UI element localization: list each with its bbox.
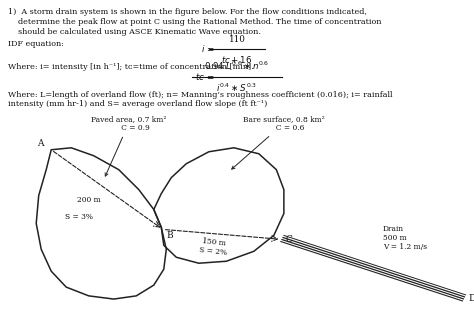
Text: 200 m: 200 m [77, 196, 100, 203]
Text: D: D [468, 294, 474, 303]
Text: $0.94\;L^{0.6} \ast n^{0.6}$: $0.94\;L^{0.6} \ast n^{0.6}$ [204, 60, 270, 72]
Text: intensity (mm hr-1) and S= average overland flow slope (ft ft⁻¹): intensity (mm hr-1) and S= average overl… [8, 100, 267, 108]
Text: C: C [285, 235, 292, 244]
Text: Paved area, 0.7 km²
      C = 0.9: Paved area, 0.7 km² C = 0.9 [91, 115, 166, 176]
Text: $i^{0.4} \ast S^{0.3}$: $i^{0.4} \ast S^{0.3}$ [216, 82, 258, 95]
Text: A: A [37, 139, 44, 148]
Text: Bare surface, 0.8 km²
     C = 0.6: Bare surface, 0.8 km² C = 0.6 [232, 115, 325, 169]
Text: $tc\,=$: $tc\,=$ [195, 72, 215, 82]
Text: IDF equation:: IDF equation: [8, 40, 64, 48]
Text: 150 m
S = 2%: 150 m S = 2% [199, 237, 228, 257]
Text: 1)  A storm drain system is shown in the figure below. For the flow conditions i: 1) A storm drain system is shown in the … [8, 8, 367, 16]
Text: determine the peak flow at point C using the Rational Method. The time of concen: determine the peak flow at point C using… [8, 18, 382, 26]
Text: Where: i= intensity [in h⁻¹]; tc=time of concentration [min].: Where: i= intensity [in h⁻¹]; tc=time of… [8, 63, 254, 71]
Text: Where: L=length of overland flow (ft); n= Manning’s roughness coefficient (0.016: Where: L=length of overland flow (ft); n… [8, 91, 392, 99]
Text: B: B [167, 231, 173, 240]
Text: should be calculated using ASCE Kinematic Wave equation.: should be calculated using ASCE Kinemati… [8, 28, 261, 36]
Text: Drain
500 m
V = 1.2 m/s: Drain 500 m V = 1.2 m/s [383, 225, 427, 251]
Text: $i\,=$: $i\,=$ [201, 44, 215, 54]
Text: 110: 110 [228, 35, 246, 44]
Text: $tc + 16$: $tc + 16$ [221, 54, 253, 65]
Text: S = 3%: S = 3% [65, 213, 93, 221]
